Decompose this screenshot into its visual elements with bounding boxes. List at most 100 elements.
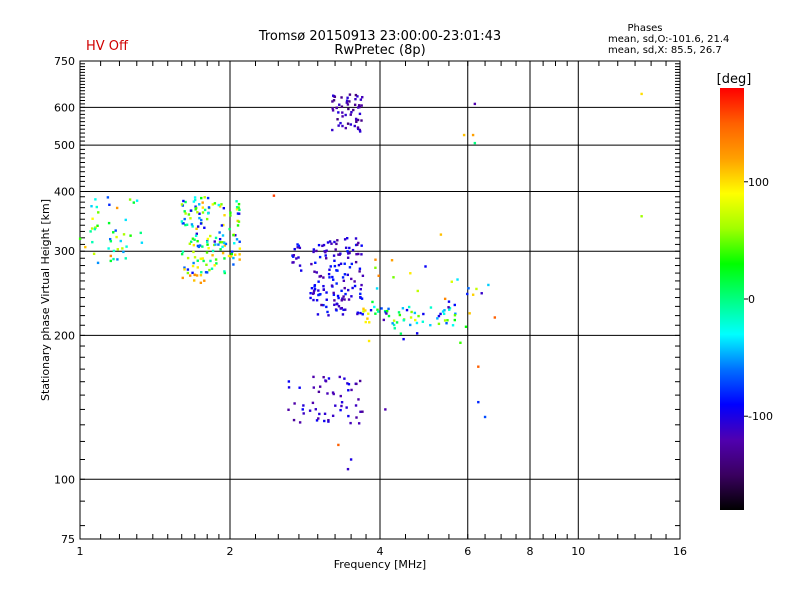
data-point bbox=[348, 251, 351, 255]
data-point bbox=[343, 298, 346, 301]
data-point bbox=[317, 280, 320, 283]
data-point bbox=[320, 303, 323, 307]
data-point bbox=[223, 270, 226, 273]
phase-colorbar: [deg] 100 0 -100 bbox=[717, 72, 773, 510]
data-point bbox=[402, 337, 405, 341]
data-point bbox=[222, 207, 226, 210]
data-point bbox=[205, 217, 209, 221]
data-point bbox=[194, 205, 197, 208]
data-point bbox=[199, 281, 203, 285]
data-point bbox=[189, 240, 193, 243]
data-point bbox=[348, 246, 351, 250]
data-point bbox=[324, 254, 327, 257]
data-point bbox=[318, 412, 321, 416]
data-point bbox=[296, 246, 299, 249]
data-point bbox=[312, 375, 315, 379]
data-point bbox=[214, 258, 218, 261]
data-point bbox=[206, 212, 210, 215]
data-point bbox=[360, 283, 363, 287]
x-tick-label: 4 bbox=[377, 545, 384, 558]
data-point bbox=[192, 200, 196, 203]
data-point bbox=[343, 238, 347, 241]
data-point bbox=[198, 212, 201, 215]
data-point bbox=[112, 257, 115, 261]
data-point bbox=[376, 308, 379, 311]
data-point bbox=[369, 309, 373, 312]
data-point bbox=[399, 332, 403, 335]
data-point bbox=[90, 227, 94, 230]
data-point bbox=[322, 375, 325, 379]
data-point bbox=[356, 127, 360, 131]
data-point bbox=[132, 201, 136, 204]
data-point bbox=[235, 238, 239, 241]
data-point bbox=[337, 124, 340, 127]
data-point bbox=[302, 412, 305, 415]
data-point bbox=[366, 317, 369, 320]
data-point bbox=[112, 231, 115, 234]
data-point bbox=[193, 279, 196, 282]
data-point bbox=[237, 220, 241, 223]
data-point bbox=[201, 211, 205, 214]
data-point bbox=[335, 282, 338, 285]
y-tick-label: 750 bbox=[54, 55, 75, 68]
data-point bbox=[107, 221, 111, 225]
data-point bbox=[341, 297, 344, 300]
data-point bbox=[392, 276, 395, 279]
data-point bbox=[200, 218, 203, 222]
data-point bbox=[422, 312, 425, 316]
data-point bbox=[475, 287, 478, 291]
data-point bbox=[353, 284, 357, 288]
data-point bbox=[340, 299, 343, 302]
data-point bbox=[291, 261, 294, 264]
data-point bbox=[374, 258, 377, 261]
phases-heading: Phases bbox=[627, 23, 662, 34]
data-point bbox=[356, 311, 359, 314]
data-point bbox=[356, 312, 359, 316]
data-point bbox=[309, 291, 312, 295]
data-point bbox=[325, 298, 328, 301]
data-point bbox=[347, 298, 351, 301]
data-point bbox=[272, 194, 276, 197]
data-point bbox=[468, 312, 471, 315]
data-point bbox=[193, 256, 197, 259]
data-point bbox=[227, 254, 231, 258]
y-tick-label: 100 bbox=[54, 473, 75, 486]
data-point bbox=[122, 250, 125, 254]
data-point bbox=[342, 279, 346, 283]
data-point bbox=[333, 259, 336, 262]
data-point bbox=[140, 241, 144, 244]
data-point bbox=[347, 252, 350, 255]
colorbar-ticks: 100 0 -100 bbox=[744, 176, 773, 423]
data-point bbox=[191, 225, 194, 228]
data-point bbox=[91, 217, 94, 220]
data-point bbox=[380, 307, 383, 310]
data-point bbox=[327, 420, 330, 423]
data-point bbox=[199, 257, 202, 260]
data-point bbox=[189, 217, 192, 220]
data-point bbox=[183, 210, 186, 213]
data-point bbox=[347, 389, 350, 392]
data-point bbox=[218, 241, 222, 244]
data-point bbox=[203, 226, 206, 229]
data-point bbox=[234, 253, 237, 256]
data-point bbox=[357, 104, 361, 107]
data-point bbox=[325, 305, 328, 309]
data-point bbox=[325, 249, 328, 252]
data-point bbox=[237, 202, 241, 206]
data-point bbox=[232, 263, 235, 266]
data-point bbox=[203, 279, 206, 282]
data-point bbox=[312, 298, 315, 302]
data-point bbox=[341, 115, 344, 118]
data-point bbox=[232, 233, 235, 237]
data-point bbox=[448, 306, 452, 310]
data-point bbox=[124, 257, 127, 260]
data-point bbox=[107, 247, 110, 250]
plot-area bbox=[78, 60, 681, 540]
data-point bbox=[328, 276, 331, 279]
data-point bbox=[359, 98, 363, 101]
data-point bbox=[311, 401, 315, 405]
data-point bbox=[345, 99, 349, 102]
data-point bbox=[215, 262, 218, 265]
data-point bbox=[195, 227, 198, 230]
